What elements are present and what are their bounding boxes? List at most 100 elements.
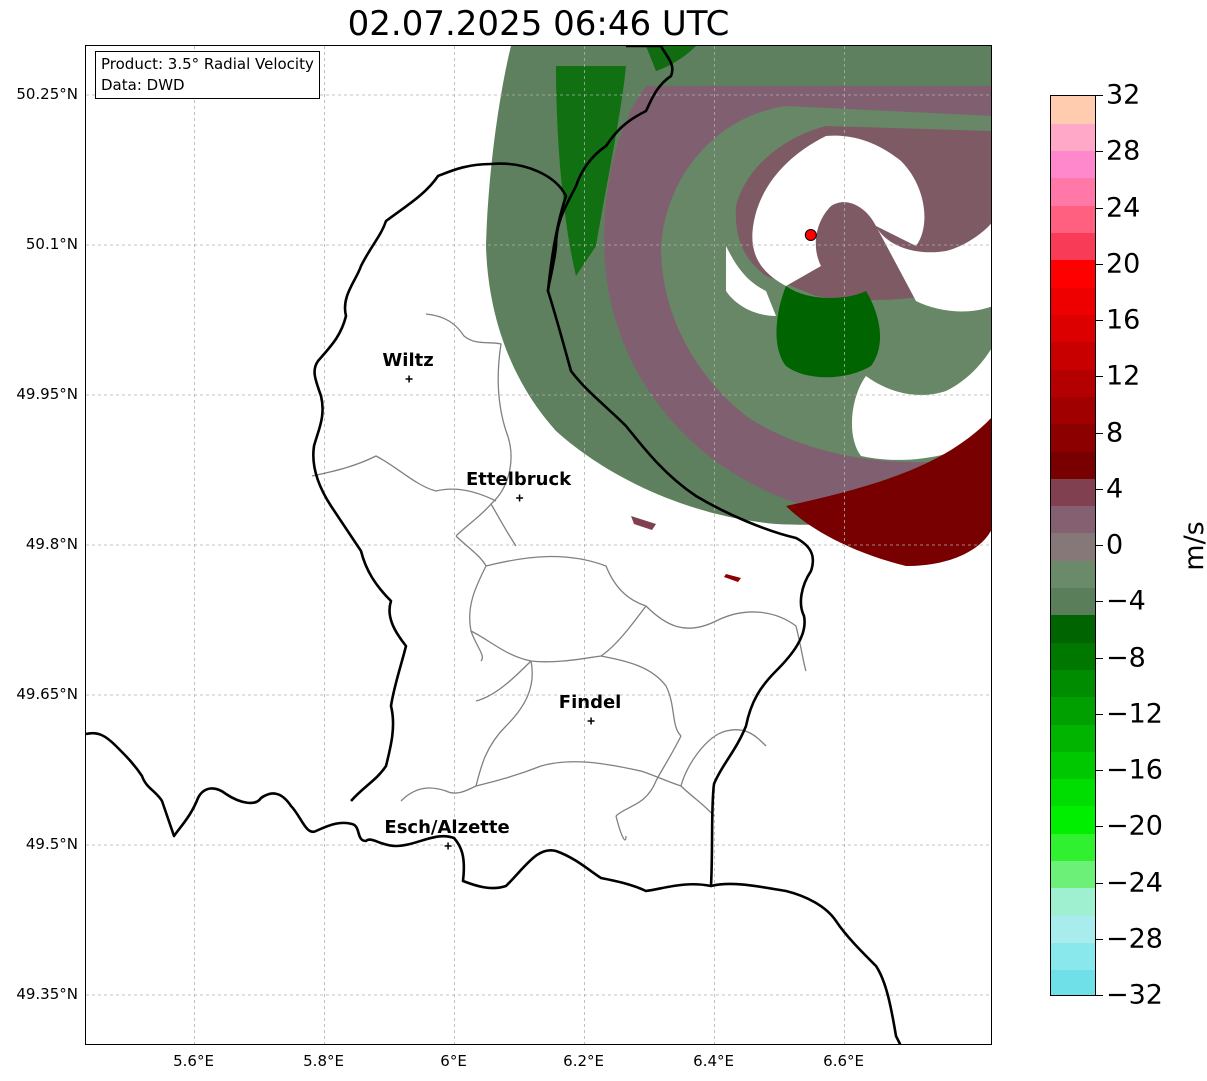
colorbar-tick-label: 24: [1106, 192, 1141, 223]
longitude-tick-label: 5.6°E: [173, 1052, 214, 1070]
echo-free-region: [851, 349, 991, 460]
colorbar-tick-label: −12: [1106, 698, 1163, 730]
country-borders: [86, 46, 902, 1044]
latitude-tick-label: 49.35°N: [16, 985, 78, 1003]
canton-boundary: [470, 605, 647, 663]
colorbar-segment: [1051, 723, 1095, 752]
colorbar-tick-label: 12: [1106, 360, 1141, 392]
colorbar-segment: [1051, 232, 1095, 261]
canton-boundary: [490, 503, 517, 547]
colorbar-tick-label: 0: [1106, 529, 1124, 561]
longitude-tick-label: 6.2°E: [563, 1052, 604, 1070]
colorbar-segment: [1051, 478, 1095, 507]
colorbar-segment: [1051, 887, 1095, 916]
colorbar-segment: [1051, 314, 1095, 343]
colorbar-tick-mark: [1096, 601, 1103, 603]
canton-boundary: [311, 455, 497, 502]
canton-boundary: [475, 660, 532, 702]
latitude-tick-label: 49.5°N: [25, 835, 78, 853]
colorbar-tick-label: −24: [1106, 867, 1163, 898]
colorbar-segment: [1051, 423, 1095, 452]
velocity-speckle-positive: [724, 574, 741, 582]
longitude-tick-label: 6.4°E: [693, 1052, 734, 1070]
colorbar-tick-mark: [1096, 207, 1103, 209]
colorbar-segment: [1051, 669, 1095, 698]
country-border-france: [710, 882, 902, 1044]
colorbar: [1050, 95, 1096, 996]
colorbar-segment: [1051, 259, 1095, 288]
colorbar-segment: [1051, 505, 1095, 534]
colorbar-segment: [1051, 287, 1095, 315]
velocity-region-positive: [631, 516, 656, 530]
colorbar-segment: [1051, 614, 1095, 643]
echo-free-region: [876, 223, 991, 312]
colorbar-segment: [1051, 560, 1095, 589]
canton-boundary: [615, 735, 682, 817]
colorbar-tick-label: 16: [1106, 304, 1141, 336]
city-marker: [405, 375, 413, 383]
colorbar-tick-mark: [1096, 882, 1103, 884]
colorbar-unit-label: m/s: [1179, 521, 1207, 571]
velocity-core-negative: [776, 286, 881, 378]
colorbar-tick-mark: [1096, 320, 1103, 321]
colorbar-tick-label: −32: [1106, 979, 1163, 1011]
colorbar-segment: [1051, 942, 1095, 971]
colorbar-segment: [1051, 123, 1095, 152]
velocity-strip-negative: [646, 46, 696, 71]
figure-title: 02.07.2025 06:46 UTC: [347, 4, 730, 44]
colorbar-tick-mark: [1096, 488, 1103, 490]
colorbar-segment: [1051, 396, 1095, 425]
colorbar-segment: [1051, 915, 1095, 943]
city-label: Esch/Alzette: [384, 817, 510, 838]
colorbar-tick-mark: [1096, 151, 1103, 153]
colorbar-tick-label: 8: [1106, 417, 1124, 448]
colorbar-segment: [1051, 751, 1095, 780]
country-border-germany-east: [546, 46, 674, 292]
colorbar-tick-label: −8: [1106, 642, 1146, 673]
longitude-tick-label: 6.6°E: [823, 1052, 865, 1070]
colorbar-segment: [1051, 205, 1095, 234]
colorbar-tick-label: −28: [1106, 923, 1163, 955]
radar-velocity-layer: [486, 46, 991, 582]
latitude-tick-label: 50.25°N: [16, 85, 78, 103]
canton-boundary: [425, 313, 512, 537]
canton-boundary: [475, 660, 533, 787]
colorbar-segment: [1051, 860, 1095, 889]
data-source-label: Data: DWD: [101, 76, 185, 94]
colorbar-segment: [1051, 369, 1095, 397]
colorbar-tick-mark: [1096, 770, 1103, 771]
country-border-luxembourg-west: [312, 162, 492, 802]
latitude-tick-label: 50.1°N: [25, 235, 78, 253]
colorbar-segment: [1051, 833, 1095, 862]
canton-boundary: [600, 655, 682, 737]
canton-boundary: [455, 535, 487, 662]
map-canvas: [86, 46, 991, 1044]
colorbar-tick-label: −20: [1106, 810, 1163, 842]
colorbar-tick-mark: [1096, 376, 1103, 378]
colorbar-tick-mark: [1096, 826, 1103, 828]
colorbar-segment: [1051, 96, 1095, 124]
colorbar-tick-label: −4: [1106, 585, 1146, 617]
colorbar-segment: [1051, 642, 1095, 670]
product-label: Product: 3.5° Radial Velocity: [101, 55, 314, 73]
city-marker: [587, 717, 595, 725]
colorbar-tick-mark: [1096, 657, 1103, 659]
city-marker: [516, 494, 524, 502]
canton-boundary: [680, 729, 767, 787]
canton-boundary: [400, 785, 477, 802]
colorbar-tick-label: 4: [1106, 473, 1124, 505]
map-panel: [85, 45, 992, 1045]
colorbar-segment: [1051, 341, 1095, 370]
colorbar-tick-label: 32: [1106, 79, 1141, 111]
canton-boundary: [475, 761, 715, 817]
colorbar-segment: [1051, 587, 1095, 616]
colorbar-tick-mark: [1096, 938, 1103, 940]
city-label: Ettelbruck: [466, 469, 572, 490]
city-label: Wiltz: [382, 350, 434, 371]
colorbar-segment: [1051, 805, 1095, 834]
colorbar-tick-mark: [1096, 263, 1103, 265]
colorbar-segment: [1051, 778, 1095, 807]
colorbar-tick-mark: [1096, 545, 1103, 546]
latitude-tick-label: 49.95°N: [16, 385, 78, 403]
colorbar-segment: [1051, 969, 1095, 995]
